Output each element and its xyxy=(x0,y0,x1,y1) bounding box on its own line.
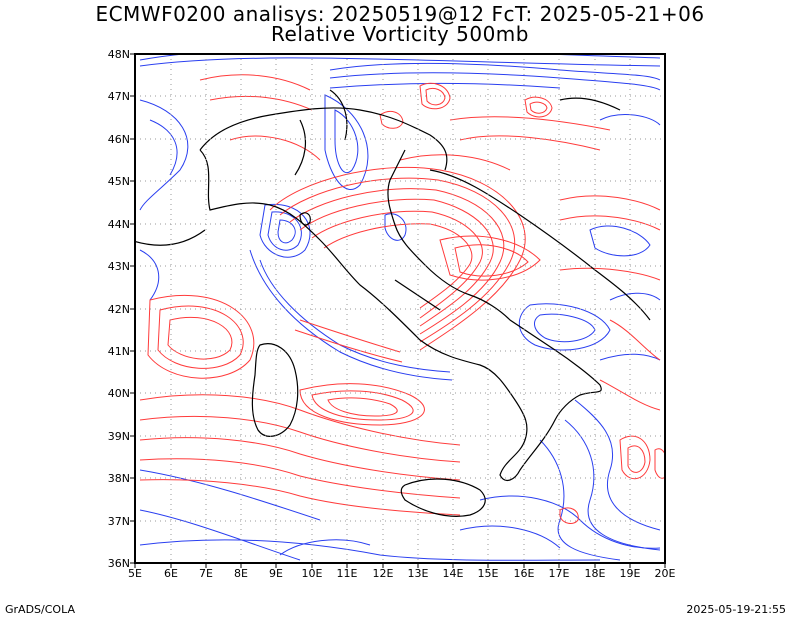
lon-label-20e: 20E xyxy=(654,567,676,580)
lon-label-19e: 19E xyxy=(619,567,641,580)
lat-label-40n: 40N xyxy=(107,387,130,400)
lat-label-45n: 45N xyxy=(107,175,130,188)
lat-label-48n: 48N xyxy=(107,48,130,61)
axis-ticks xyxy=(130,53,666,568)
lon-label-6e: 6E xyxy=(164,567,178,580)
lon-label-5e: 5E xyxy=(128,567,142,580)
lat-label-42n: 42N xyxy=(107,303,130,316)
lon-label-8e: 8E xyxy=(234,567,248,580)
lon-label-11e: 11E xyxy=(336,567,358,580)
lon-label-17e: 17E xyxy=(548,567,570,580)
lon-label-15e: 15E xyxy=(477,567,499,580)
lon-label-9e: 9E xyxy=(269,567,283,580)
lon-label-18e: 18E xyxy=(584,567,606,580)
software-credit: GrADS/COLA xyxy=(5,603,75,616)
lat-label-46n: 46N xyxy=(107,133,130,146)
lat-label-39n: 39N xyxy=(107,430,130,443)
lat-label-43n: 43N xyxy=(107,260,130,273)
lat-label-36n: 36N xyxy=(107,557,130,570)
lat-label-41n: 41N xyxy=(107,345,130,358)
lat-label-47n: 47N xyxy=(107,90,130,103)
render-timestamp: 2025-05-19-21:55 xyxy=(686,603,786,616)
coastlines xyxy=(135,89,651,517)
lon-label-14e: 14E xyxy=(442,567,464,580)
lat-label-37n: 37N xyxy=(107,515,130,528)
lon-label-12e: 12E xyxy=(372,567,394,580)
lon-label-13e: 13E xyxy=(407,567,429,580)
lon-label-10e: 10E xyxy=(301,567,323,580)
map-title-line-1: ECMWF0200 analisys: 20250519@12 FcT: 202… xyxy=(95,2,705,26)
lat-label-44n: 44N xyxy=(107,218,130,231)
map-title-line-2: Relative Vorticity 500mb xyxy=(271,22,529,46)
graticule xyxy=(135,54,665,563)
lon-label-16e: 16E xyxy=(513,567,535,580)
lon-label-7e: 7E xyxy=(199,567,213,580)
lat-label-38n: 38N xyxy=(107,472,130,485)
